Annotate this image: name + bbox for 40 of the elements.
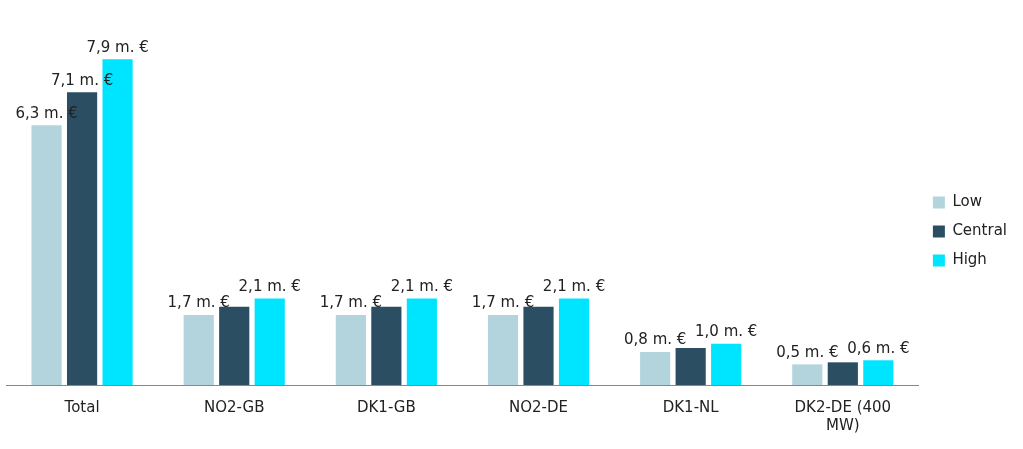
data-label: 7,9 m. €: [86, 37, 149, 56]
bar: [487, 314, 519, 385]
bar: [711, 343, 742, 385]
data-label: 0,5 m. €: [776, 342, 839, 361]
bar: [66, 92, 98, 385]
data-label: 2,1 m. €: [542, 276, 606, 295]
data-label: 2,1 m. €: [238, 276, 301, 295]
bar: [675, 347, 706, 385]
data-label: 7,1 m. €: [50, 70, 114, 89]
bar: [183, 314, 214, 385]
data-label: 1,7 m. €: [319, 293, 383, 312]
bar: [827, 362, 858, 385]
data-label: 0,6 m. €: [847, 338, 910, 357]
bar: [640, 352, 671, 385]
x-tick-label: Total: [63, 397, 100, 416]
x-tick-label: DK1-GB: [356, 397, 416, 416]
bar: [335, 314, 366, 385]
data-label: 2,1 m. €: [390, 276, 454, 295]
bar: [31, 125, 62, 385]
bar: [863, 360, 894, 385]
data-label: 1,0 m. €: [695, 322, 758, 341]
x-tick-label: NO2-DE: [509, 397, 569, 416]
bar: [102, 59, 133, 385]
bar: [371, 306, 402, 385]
x-tick-label: DK1-NL: [662, 397, 720, 416]
legend-label: High: [952, 250, 987, 269]
data-label: 1,7 m. €: [167, 293, 230, 312]
bar: [792, 364, 823, 385]
bar: [406, 298, 437, 385]
bar: [523, 306, 554, 385]
legend-label: Low: [952, 192, 982, 211]
data-label: 1,7 m. €: [471, 293, 535, 312]
x-tick-label: NO2-GB: [203, 397, 265, 416]
legend-label: Central: [952, 221, 1008, 240]
x-tick-label: DK2-DE (400 MW): [794, 397, 892, 434]
bar: [219, 306, 250, 385]
bar: [254, 298, 285, 385]
bar: [558, 298, 590, 385]
data-label: 6,3 m. €: [15, 103, 78, 122]
data-label: 0,8 m. €: [624, 330, 687, 349]
